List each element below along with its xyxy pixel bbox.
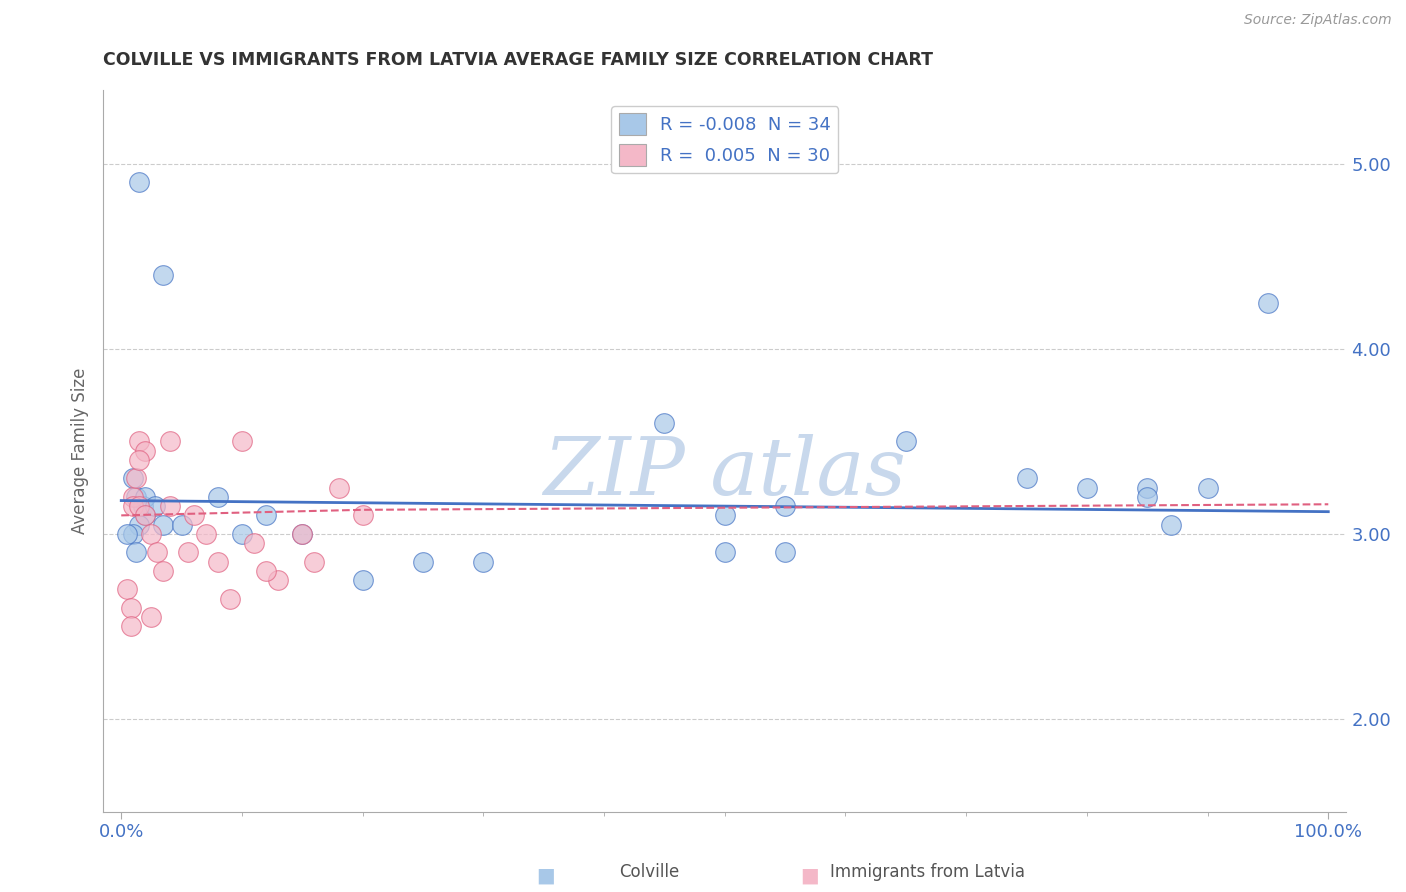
Point xyxy=(176,545,198,559)
Point xyxy=(122,490,145,504)
Point xyxy=(132,499,155,513)
Text: Immigrants from Latvia: Immigrants from Latvia xyxy=(830,863,1025,881)
Point xyxy=(141,610,163,624)
Point xyxy=(472,555,495,569)
Point xyxy=(122,527,145,541)
Point xyxy=(773,499,796,513)
Point xyxy=(159,434,181,449)
Point xyxy=(134,508,156,523)
Point xyxy=(125,471,148,485)
Point xyxy=(183,508,205,523)
Text: ▪: ▪ xyxy=(800,862,820,890)
Text: COLVILLE VS IMMIGRANTS FROM LATVIA AVERAGE FAMILY SIZE CORRELATION CHART: COLVILLE VS IMMIGRANTS FROM LATVIA AVERA… xyxy=(103,51,934,69)
Point xyxy=(254,508,277,523)
Point xyxy=(143,499,166,513)
Point xyxy=(128,499,150,513)
Text: Colville: Colville xyxy=(619,863,679,881)
Point xyxy=(152,268,174,282)
Point xyxy=(291,527,314,541)
Text: ZIP atlas: ZIP atlas xyxy=(543,434,905,511)
Point xyxy=(120,601,142,615)
Point xyxy=(412,555,434,569)
Point xyxy=(134,508,156,523)
Point xyxy=(122,499,145,513)
Point xyxy=(713,545,735,559)
Point xyxy=(291,527,314,541)
Point xyxy=(1136,490,1159,504)
Point xyxy=(773,545,796,559)
Text: ▪: ▪ xyxy=(536,862,555,890)
Point xyxy=(352,508,374,523)
Point xyxy=(267,573,290,587)
Point xyxy=(125,545,148,559)
Point xyxy=(128,453,150,467)
Point xyxy=(128,434,150,449)
Y-axis label: Average Family Size: Average Family Size xyxy=(72,368,89,533)
Point xyxy=(122,471,145,485)
Text: Source: ZipAtlas.com: Source: ZipAtlas.com xyxy=(1244,13,1392,28)
Point xyxy=(231,527,253,541)
Point xyxy=(128,517,150,532)
Point xyxy=(125,490,148,504)
Point xyxy=(218,591,240,606)
Point xyxy=(1136,481,1159,495)
Point xyxy=(128,175,150,189)
Point xyxy=(894,434,917,449)
Point xyxy=(243,536,266,550)
Point xyxy=(120,619,142,633)
Point xyxy=(304,555,326,569)
Point xyxy=(1076,481,1098,495)
Point xyxy=(713,508,735,523)
Point xyxy=(117,582,139,597)
Point xyxy=(207,555,229,569)
Point xyxy=(654,416,676,430)
Point xyxy=(1257,295,1279,310)
Point xyxy=(152,517,174,532)
Point xyxy=(1160,517,1182,532)
Point xyxy=(231,434,253,449)
Point xyxy=(117,527,139,541)
Point xyxy=(207,490,229,504)
Point xyxy=(152,564,174,578)
Point xyxy=(328,481,350,495)
Point xyxy=(352,573,374,587)
Point xyxy=(170,517,193,532)
Point xyxy=(141,527,163,541)
Point xyxy=(194,527,217,541)
Point xyxy=(134,443,156,458)
Point xyxy=(1015,471,1038,485)
Point xyxy=(254,564,277,578)
Point xyxy=(134,490,156,504)
Legend: R = -0.008  N = 34, R =  0.005  N = 30: R = -0.008 N = 34, R = 0.005 N = 30 xyxy=(612,106,838,173)
Point xyxy=(159,499,181,513)
Point xyxy=(146,545,169,559)
Point xyxy=(1197,481,1219,495)
